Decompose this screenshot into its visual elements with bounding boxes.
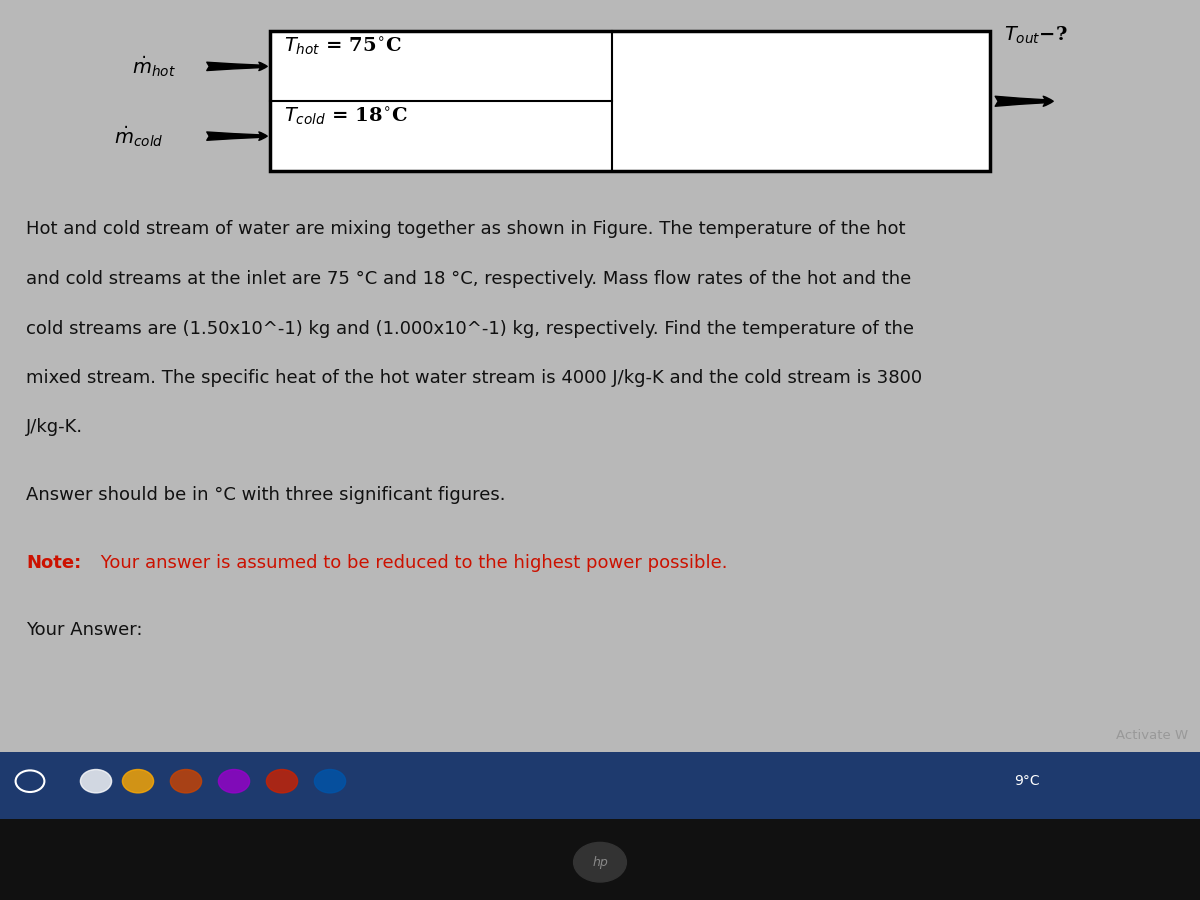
- Text: Go to Settings: Go to Settings: [1093, 756, 1188, 769]
- Text: J/kg-K.: J/kg-K.: [26, 418, 84, 436]
- Text: $\dot{m}_{cold}$: $\dot{m}_{cold}$: [114, 123, 163, 148]
- Text: $T_{out}$−?: $T_{out}$−?: [1004, 24, 1068, 46]
- Circle shape: [80, 770, 112, 793]
- Bar: [414, 756, 600, 806]
- Text: hp: hp: [592, 856, 608, 868]
- Circle shape: [218, 770, 250, 793]
- Text: Note:: Note:: [26, 554, 82, 572]
- Circle shape: [122, 770, 154, 793]
- Text: Your answer is assumed to be reduced to the highest power possible.: Your answer is assumed to be reduced to …: [95, 554, 727, 572]
- Text: mixed stream. The specific heat of the hot water stream is 4000 J/kg-K and the c: mixed stream. The specific heat of the h…: [26, 369, 923, 387]
- Text: 9°C: 9°C: [1014, 774, 1039, 788]
- Circle shape: [314, 770, 346, 793]
- Text: x10: x10: [390, 773, 419, 788]
- Text: and cold streams at the inlet are 75 °C and 18 °C, respectively. Mass flow rates: and cold streams at the inlet are 75 °C …: [26, 270, 912, 288]
- Text: $T_{cold}$ = 18$^{\circ}$C: $T_{cold}$ = 18$^{\circ}$C: [284, 106, 408, 128]
- Text: Your Answer:: Your Answer:: [26, 621, 143, 639]
- Text: $T_{hot}$ = 75$^{\circ}$C: $T_{hot}$ = 75$^{\circ}$C: [284, 36, 402, 58]
- Bar: [0, 819, 1200, 900]
- Circle shape: [266, 770, 298, 793]
- Bar: [270, 32, 990, 171]
- Text: Activate W: Activate W: [1116, 729, 1188, 742]
- Text: Answer should be in °C with three significant figures.: Answer should be in °C with three signif…: [26, 486, 506, 504]
- Text: Hot and cold stream of water are mixing together as shown in Figure. The tempera: Hot and cold stream of water are mixing …: [26, 220, 906, 238]
- Bar: [36, 756, 342, 814]
- Text: cold streams are (1.50x10^-1) kg and (1.000x10^-1) kg, respectively. Find the te: cold streams are (1.50x10^-1) kg and (1.…: [26, 320, 914, 338]
- Circle shape: [574, 842, 626, 882]
- Bar: [0, 752, 1200, 819]
- Circle shape: [170, 770, 202, 793]
- Text: $\dot{m}_{hot}$: $\dot{m}_{hot}$: [132, 54, 176, 79]
